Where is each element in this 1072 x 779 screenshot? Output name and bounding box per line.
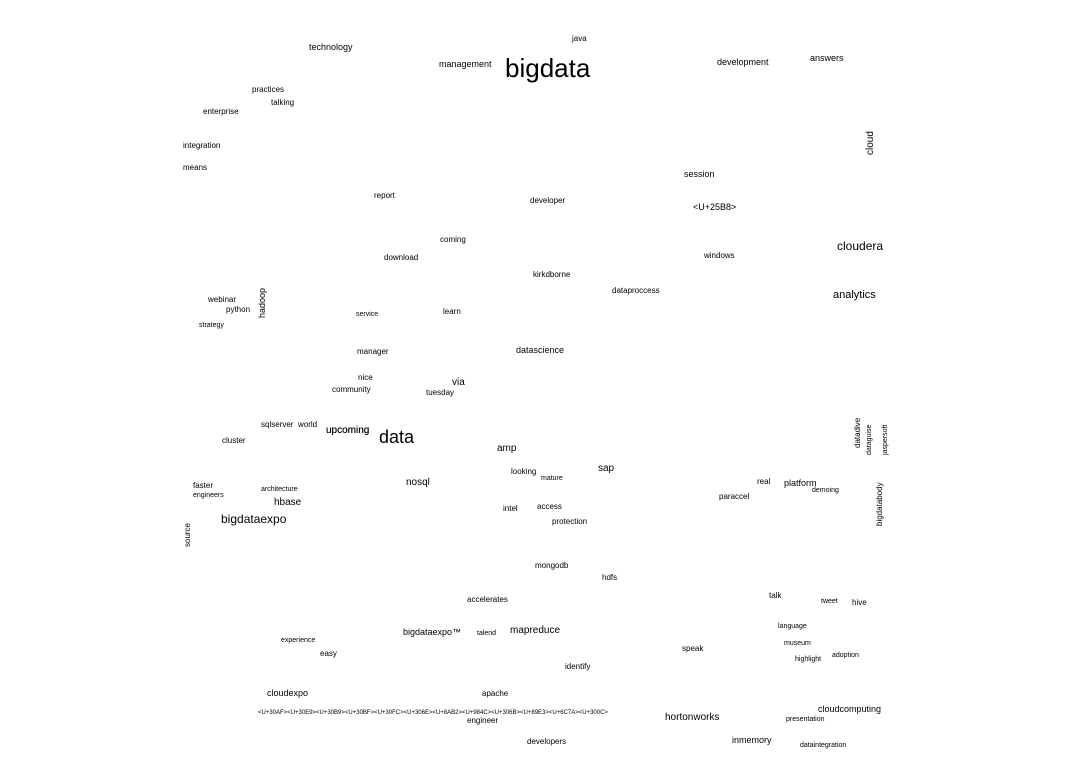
cloud-word: tuesday (426, 388, 455, 397)
cloud-word: jaspersoft (882, 424, 889, 455)
cloud-word: adoption (832, 652, 859, 659)
cloud-word: webinar (208, 295, 237, 304)
cloud-word: engineer (467, 716, 499, 725)
cloud-word: language (778, 623, 807, 630)
cloud-word: bigdatabody (875, 482, 884, 526)
cloud-word: technology (309, 42, 353, 52)
cloud-word: speak (682, 644, 704, 653)
cloud-word: hive (852, 598, 867, 607)
cloud-word: faster (193, 481, 214, 490)
cloud-word: bigdataexpo (221, 512, 287, 526)
cloud-word: upcoming (326, 425, 370, 436)
cloud-word: service (356, 311, 379, 318)
cloud-word: nice (358, 373, 373, 382)
cloud-word: demoing (812, 487, 839, 494)
cloud-word: talend (477, 630, 497, 637)
cloud-word: learn (443, 307, 461, 316)
cloud-word: engineers (193, 492, 224, 499)
cloud-word: hbase (274, 497, 302, 508)
cloud-word: world (298, 420, 318, 429)
cloud-word: strategy (199, 322, 224, 329)
cloud-word: talk (769, 591, 782, 600)
cloud-word: platform (784, 478, 817, 488)
cloud-word: developer (530, 196, 566, 205)
cloud-word: developers (527, 737, 567, 746)
cloud-word: cloudera (837, 239, 884, 253)
cloud-word: amp (497, 443, 517, 454)
cloud-word: data (379, 427, 415, 447)
cloud-word: inmemory (732, 735, 772, 745)
cloud-word: source (183, 522, 192, 547)
cloud-word: museum (784, 640, 811, 647)
cloud-word: <U+30AF><U+30E9><U+30B9><U+30BF><U+30FC>… (258, 710, 608, 716)
cloud-word: experience (281, 637, 316, 644)
cloud-word: sap (598, 463, 615, 474)
cloud-word: sqlserver (261, 420, 294, 429)
cloud-word: highlight (795, 656, 822, 663)
cloud-word: manager (357, 347, 389, 356)
cloud-word: cloud (865, 131, 876, 155)
cloud-word: real (757, 477, 771, 486)
cloud-word: tweet (821, 598, 838, 605)
cloud-word: apache (482, 689, 509, 698)
cloud-word: bigdata (505, 53, 591, 83)
cloud-word: report (374, 191, 395, 200)
cloud-word: intel (503, 504, 518, 513)
cloud-word: windows (704, 251, 735, 260)
cloud-word: hadoop (257, 287, 267, 318)
cloud-word: protection (552, 517, 588, 526)
cloud-word: download (384, 253, 419, 262)
cloud-word: mature (541, 475, 563, 482)
cloud-word: accelerates (467, 595, 508, 604)
cloud-word: management (439, 59, 492, 69)
cloud-word: <U+25B8> (693, 202, 737, 212)
cloud-word: enterprise (203, 107, 239, 116)
cloud-word: nosql (406, 477, 430, 488)
cloud-word: mapreduce (510, 625, 561, 636)
cloud-word: upcoming (326, 425, 370, 436)
cloud-word: via (452, 377, 465, 388)
cloud-word: kirkdborne (533, 270, 571, 279)
cloud-word: answers (810, 53, 844, 63)
cloud-word: session (684, 169, 715, 179)
cloud-word: talking (271, 98, 295, 107)
cloud-word: dataproccess (612, 286, 660, 295)
cloud-word: presentation (786, 716, 825, 723)
cloud-word: datascience (516, 345, 565, 355)
cloud-word: integration (183, 141, 221, 150)
cloud-word: dataintegration (800, 742, 847, 749)
cloud-word: bigdataexpo™ (403, 627, 462, 637)
cloud-word: practices (252, 85, 285, 94)
cloud-word: datadive (853, 417, 862, 448)
cloud-word: paraccel (719, 492, 750, 501)
cloud-word: analytics (833, 289, 876, 301)
cloud-word: python (226, 305, 251, 314)
cloud-word: looking (511, 467, 537, 476)
cloud-word: means (183, 163, 208, 172)
cloud-word: cluster (222, 436, 246, 445)
cloud-word: coming (440, 235, 466, 244)
cloud-word: easy (320, 649, 337, 658)
cloud-word: dataguise (866, 424, 873, 455)
cloud-word: community (332, 385, 371, 394)
cloud-word: identify (565, 662, 591, 671)
cloud-word: architecture (261, 486, 298, 493)
cloud-word: cloudcomputing (818, 704, 882, 714)
cloud-word: hortonworks (665, 712, 720, 723)
cloud-word: hdfs (602, 573, 618, 582)
cloud-word: java (572, 34, 587, 43)
cloud-word: development (717, 57, 769, 67)
cloud-word: cloudexpo (267, 688, 309, 698)
cloud-word: mongodb (535, 561, 569, 570)
cloud-word: access (537, 502, 562, 511)
